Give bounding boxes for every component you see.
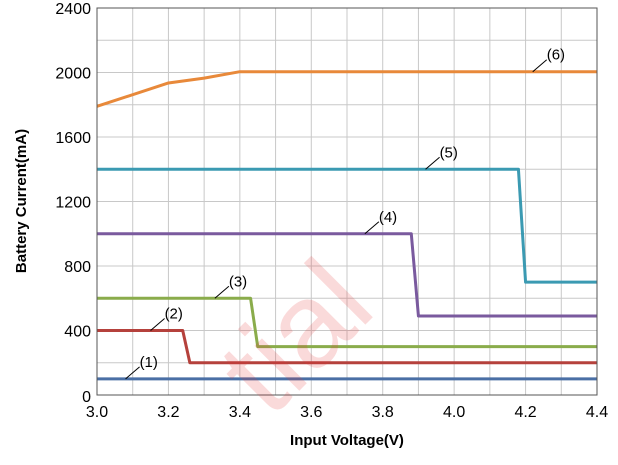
y-tick-label: 1200 <box>55 195 91 212</box>
series-line-4 <box>97 232 597 318</box>
x-tick-label: 3.2 <box>157 404 179 421</box>
plot-frame <box>96 7 598 396</box>
x-tick-label: 4.0 <box>443 404 465 421</box>
series-line-5 <box>97 167 597 284</box>
series-line-3 <box>97 296 597 349</box>
series-label-leader <box>532 59 548 73</box>
series-label-leader <box>214 285 230 299</box>
series-label-1: (1) <box>140 354 158 371</box>
series-label-leader <box>364 221 380 235</box>
series-label-leader <box>425 156 440 170</box>
x-tick-label: 3.8 <box>372 404 394 421</box>
y-tick-label: 2400 <box>55 1 91 18</box>
x-tick-label: 3.6 <box>300 404 322 421</box>
y-tick-label: 0 <box>82 389 91 406</box>
y-tick-label: 800 <box>64 259 91 276</box>
series-label-leader <box>125 366 140 380</box>
series-label-5: (5) <box>440 144 458 161</box>
y-tick-label: 1600 <box>55 130 91 147</box>
x-tick-label: 3.4 <box>229 404 251 421</box>
series-label-2: (2) <box>165 306 183 323</box>
series-label-leader <box>150 318 165 331</box>
x-tick-label: 3.0 <box>86 404 108 421</box>
x-tick-label: 4.2 <box>514 404 536 421</box>
series-labels: (1) (2) (3) (4) (5) (6) <box>125 47 565 380</box>
x-tick-label: 4.4 <box>586 404 608 421</box>
tick-labels: 3.0 3.2 3.4 3.6 3.8 4.0 4.2 4.4 0 400 800 1200 1600 2… <box>55 1 608 421</box>
y-tick-label: 2000 <box>55 66 91 83</box>
series-label-4: (4) <box>379 209 397 226</box>
series-label-3: (3) <box>229 273 247 290</box>
series-label-6: (6) <box>547 47 565 64</box>
y-axis-title: Battery Current(mA) <box>13 129 30 273</box>
series-line-6 <box>96 70 597 108</box>
x-axis-title: Input Voltage(V) <box>290 432 404 449</box>
y-tick-label: 400 <box>64 324 91 341</box>
series-line-2 <box>97 329 597 365</box>
series-lines <box>96 70 597 381</box>
